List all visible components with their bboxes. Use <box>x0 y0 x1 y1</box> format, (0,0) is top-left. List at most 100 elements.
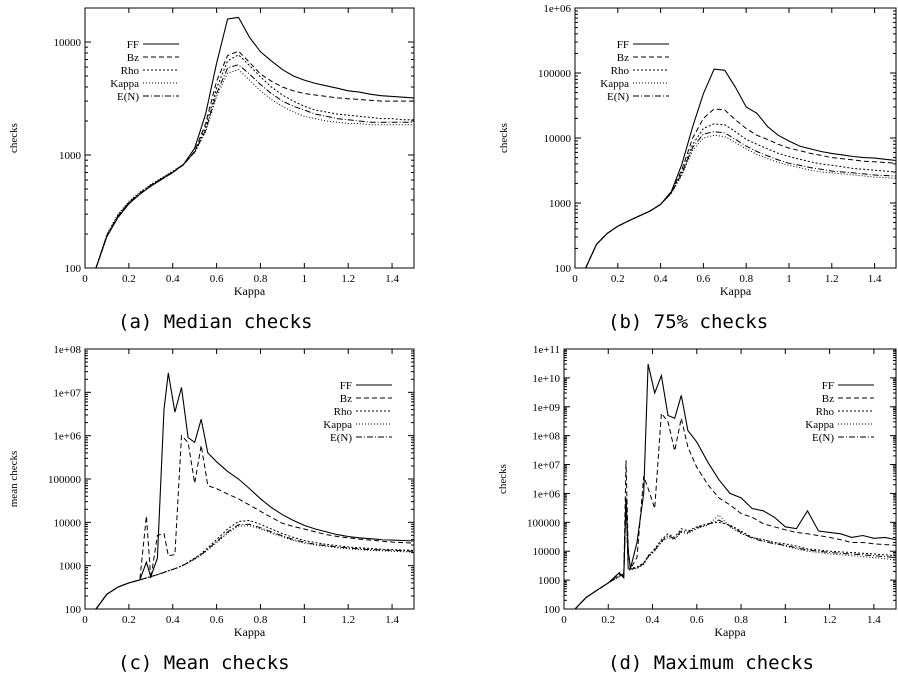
y-tick-label: 1000 <box>59 150 82 162</box>
legend-label: Kappa <box>323 419 352 431</box>
y-tick-label: 1e+09 <box>532 402 560 414</box>
y-tick-label: 1e+07 <box>532 460 560 472</box>
x-tick-label: 1.4 <box>867 614 881 626</box>
x-tick-label: 0.2 <box>122 273 136 285</box>
series-group <box>95 372 414 609</box>
series-line-bz <box>585 108 896 268</box>
series-line-kappa <box>95 69 414 268</box>
series-line-en <box>585 131 896 268</box>
x-tick-label: 0.4 <box>646 614 660 626</box>
y-tick-label: 10000 <box>544 133 572 145</box>
legend-label: Bz <box>617 52 629 64</box>
caption-median: (a) Median checks <box>118 311 313 333</box>
y-axis-label: checks <box>498 123 510 153</box>
y-tick-label: 1e+08 <box>53 344 81 356</box>
chart-svg-a: 0 0.2 0.4 0.6 0.8 1 1.2 1.4 100 1000 10000 Kappa che… <box>8 7 415 298</box>
x-tick-label: 0.8 <box>254 273 268 285</box>
series-line-ff <box>585 68 896 268</box>
x-tick-label: 0.6 <box>690 614 704 626</box>
legend-label: FF <box>127 39 139 51</box>
legend-label: E(N) <box>812 432 834 444</box>
legend-label: Kappa <box>600 78 629 90</box>
legend-label: Rho <box>334 406 353 418</box>
series-line-en <box>574 497 896 609</box>
series-line-kappa <box>585 134 896 268</box>
y-tick-label: 10000 <box>54 517 82 529</box>
chart-panel-75pct: 0 0.2 0.4 0.6 0.8 1 1.2 1.4 100 1000 10000 100000 1e… <box>490 0 898 300</box>
legend-label: Rho <box>611 65 630 77</box>
legend-label: Bz <box>127 52 139 64</box>
y-tick-label: 1e+10 <box>532 373 560 385</box>
y-axis-label: checks <box>8 123 20 153</box>
y-tick-label: 1000 <box>538 575 561 587</box>
y-tick-label: 1e+08 <box>532 431 560 443</box>
x-tick-label: 1 <box>302 273 308 285</box>
chart-panel-mean: 0 0.2 0.4 0.6 0.8 1 1.2 1.4 100 1000 10000 100000 1e… <box>0 341 420 641</box>
x-tick-label: 0.8 <box>739 273 753 285</box>
caption-75pct: (b) 75% checks <box>608 311 769 333</box>
x-tick-label: 1.4 <box>385 273 399 285</box>
y-tick-label: 100 <box>65 604 82 616</box>
x-tick-label: 0.2 <box>611 273 625 285</box>
legend-label: E(N) <box>607 91 629 103</box>
y-tick-label: 10000 <box>54 37 82 49</box>
caption-mean: (c) Mean checks <box>118 652 290 674</box>
series-line-ff <box>95 16 414 268</box>
x-tick-label: 1 <box>783 614 789 626</box>
legend-label: E(N) <box>330 432 352 444</box>
chart-svg-c: 0 0.2 0.4 0.6 0.8 1 1.2 1.4 100 1000 10000 100000 1e… <box>8 344 415 639</box>
y-tick-label: 100 <box>65 263 82 275</box>
series-line-rho <box>585 123 896 268</box>
chart-panel-median: 0 0.2 0.4 0.6 0.8 1 1.2 1.4 100 1000 10000 Kappa che… <box>0 0 420 300</box>
y-tick-label: 1e+06 <box>543 3 571 15</box>
y-tick-label: 100000 <box>48 474 82 486</box>
y-tick-label: 1e+07 <box>53 387 81 399</box>
x-tick-label: 0.2 <box>601 614 615 626</box>
x-tick-label: 0.6 <box>210 614 224 626</box>
legend-label: Rho <box>121 65 140 77</box>
x-axis-label: Kappa <box>714 625 746 639</box>
x-tick-label: 0.8 <box>254 614 268 626</box>
series-line-en <box>95 64 414 268</box>
x-tick-label: 0 <box>82 614 88 626</box>
series-line-bz <box>95 50 414 268</box>
legend-label: Bz <box>340 393 352 405</box>
series-line-bz <box>95 434 414 609</box>
chart-svg-d: 0 0.2 0.4 0.6 0.8 1 1.2 1.4 100 1000 10000 100000 1e… <box>497 344 897 639</box>
y-tick-label: 100000 <box>538 68 572 80</box>
x-axis-label: Kappa <box>234 284 266 298</box>
x-tick-label: 0 <box>561 614 567 626</box>
x-tick-label: 1 <box>302 614 308 626</box>
x-tick-label: 0.4 <box>654 273 668 285</box>
y-tick-label: 1000 <box>59 561 82 573</box>
legend-label: E(N) <box>117 91 139 103</box>
x-tick-label: 0 <box>82 273 88 285</box>
chart-panel-maximum: 0 0.2 0.4 0.6 0.8 1 1.2 1.4 100 1000 10000 100000 1e… <box>490 341 898 641</box>
x-tick-label: 0.8 <box>734 614 748 626</box>
x-tick-label: 1.2 <box>341 273 355 285</box>
series-line-ff <box>95 372 414 609</box>
x-tick-label: 1.2 <box>825 273 839 285</box>
x-tick-label: 0 <box>572 273 578 285</box>
y-tick-label: 100 <box>544 604 561 616</box>
x-tick-label: 0.2 <box>122 614 136 626</box>
y-axis-label: mean checks <box>8 451 20 508</box>
series-line-rho <box>95 519 414 609</box>
legend-label: Rho <box>816 406 835 418</box>
y-tick-label: 100 <box>555 263 572 275</box>
x-tick-label: 1.4 <box>868 273 882 285</box>
chart-svg-b: 0 0.2 0.4 0.6 0.8 1 1.2 1.4 100 1000 10000 100000 1e… <box>498 3 897 298</box>
x-tick-label: 1.4 <box>385 614 399 626</box>
x-tick-label: 1.2 <box>823 614 837 626</box>
y-tick-label: 100000 <box>527 517 561 529</box>
y-axis-label: checks <box>497 464 509 494</box>
x-axis-label: Kappa <box>234 625 266 639</box>
legend-label: FF <box>340 380 352 392</box>
x-tick-label: 0.6 <box>697 273 711 285</box>
plot-frame <box>563 348 897 610</box>
series-group <box>585 68 896 268</box>
x-tick-label: 1 <box>786 273 792 285</box>
plot-frame <box>84 348 415 610</box>
caption-maximum: (d) Maximum checks <box>608 652 814 674</box>
y-tick-label: 1e+11 <box>533 344 560 356</box>
